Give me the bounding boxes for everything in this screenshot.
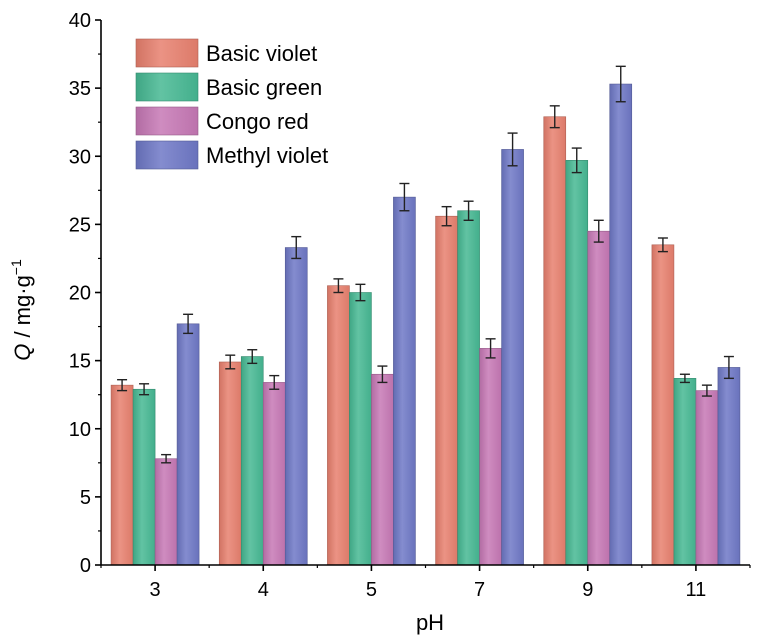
error-bar-basic-violet-ph-11 [657,237,668,253]
legend-item-basic-violet: Basic violet [135,38,317,68]
y-tick-label: 25 [69,214,91,236]
x-axis-title: pH [416,610,444,635]
legend-item-basic-green: Basic green [135,72,322,102]
bar-methyl-violet-ph-7 [501,149,524,566]
y-tick-label: 35 [69,78,91,100]
bar-basic-violet-ph-11 [651,244,675,566]
legend-label: Basic violet [206,41,317,66]
bar-basic-violet-ph-4 [218,361,242,566]
bar-basic-green-ph-5 [349,292,372,566]
legend-swatch [135,72,199,102]
bar-methyl-violet-ph-11 [717,367,741,566]
legend-label: Basic green [206,75,322,100]
x-tick-label: 5 [366,579,377,601]
bar-congo-red-ph-5 [371,373,394,566]
error-bar-congo-red-ph-11 [701,384,712,397]
bar-basic-green-ph-3 [132,388,156,566]
error-bar-congo-red-ph-7 [485,338,496,359]
error-bar-methyl-violet-ph-11 [723,355,734,380]
bar-methyl-violet-ph-3 [176,323,200,566]
legend-label: Congo red [206,109,309,134]
x-tick-label: 4 [258,579,269,601]
x-tick-label: 9 [582,579,593,601]
y-tick-label: 0 [80,555,91,577]
legend-item-methyl-violet: Methyl violet [135,140,328,170]
error-bar-methyl-violet-ph-9 [615,65,626,103]
y-tick-label: 10 [69,419,91,441]
error-bar-basic-violet-ph-4 [225,354,236,370]
error-bar-basic-violet-ph-3 [117,379,128,392]
bar-methyl-violet-ph-9 [609,83,633,566]
error-bar-methyl-violet-ph-4 [291,235,302,260]
bar-basic-violet-ph-7 [435,215,458,566]
y-tick-label: 40 [69,10,91,32]
legend-swatch [135,38,199,68]
plot-area [110,65,741,566]
y-axis-title-superscript: −1 [8,259,24,275]
y-tick-label: 5 [80,487,91,509]
bar-basic-violet-ph-3 [110,384,134,566]
bar-congo-red-ph-11 [695,390,719,566]
y-tick-label: 30 [69,146,91,168]
error-bar-basic-green-ph-4 [247,349,258,365]
error-bar-congo-red-ph-3 [161,453,172,464]
bar-basic-green-ph-11 [673,378,697,566]
error-bar-congo-red-ph-4 [269,374,280,390]
error-bar-basic-green-ph-5 [355,283,366,302]
bar-congo-red-ph-7 [479,348,502,566]
bar-methyl-violet-ph-4 [284,247,308,566]
x-tick-label: 3 [150,579,161,601]
y-axis: 0 5 10 15 20 25 30 35 40 [69,10,102,577]
legend-swatch [135,140,199,170]
y-tick-label: 15 [69,351,91,373]
y-tick-label: 20 [69,283,91,305]
x-tick-label: 7 [474,579,485,601]
error-bar-basic-violet-ph-9 [549,105,560,129]
error-bar-methyl-violet-ph-5 [399,182,410,212]
bar-methyl-violet-ph-5 [393,196,416,566]
bar-basic-green-ph-9 [565,160,589,566]
bar-congo-red-ph-3 [154,458,178,566]
bar-basic-violet-ph-9 [543,116,567,566]
legend-swatch [135,106,199,136]
y-axis-title: Q / mg·g−1 [8,259,35,361]
x-axis: 3 4 5 7 9 11 [100,564,751,601]
error-bar-basic-green-ph-7 [463,200,474,221]
bar-congo-red-ph-4 [262,382,286,566]
x-tick-label: 11 [686,579,707,601]
bar-basic-violet-ph-5 [327,285,350,566]
error-bar-basic-green-ph-3 [139,383,150,396]
error-bar-basic-green-ph-11 [679,373,690,384]
bar-basic-green-ph-4 [240,356,264,566]
error-bar-methyl-violet-ph-3 [183,313,194,335]
error-bar-basic-violet-ph-5 [333,278,344,294]
bar-congo-red-ph-9 [587,230,611,566]
legend-label: Methyl violet [206,143,328,168]
error-bar-basic-violet-ph-7 [441,205,452,227]
error-bar-congo-red-ph-9 [593,219,604,243]
error-bar-congo-red-ph-5 [377,365,388,384]
legend-item-congo-red: Congo red [135,106,309,136]
error-bar-basic-green-ph-9 [571,147,582,174]
error-bar-methyl-violet-ph-7 [507,132,518,167]
bar-basic-green-ph-7 [457,210,480,566]
legend: Basic violet Basic green Congo red Methyl v… [135,38,328,170]
